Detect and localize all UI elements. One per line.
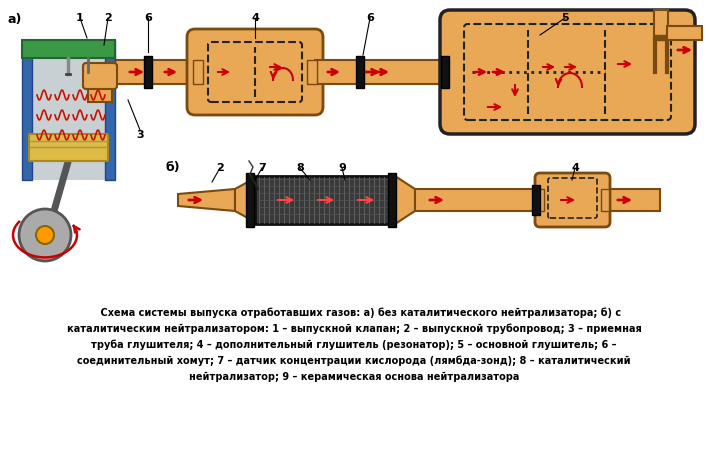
FancyBboxPatch shape [29,134,108,161]
Bar [601,189,609,211]
Circle shape [19,209,71,261]
Circle shape [36,226,54,244]
Text: соединительный хомут; 7 – датчик концентрации кислорода (лямбда-зонд); 8 – катал: соединительный хомут; 7 – датчик концент… [77,356,631,366]
Text: б): б) [165,162,179,175]
FancyBboxPatch shape [83,63,117,89]
FancyBboxPatch shape [187,29,323,115]
Text: 4: 4 [571,163,579,173]
Text: 5: 5 [562,13,569,23]
Polygon shape [395,176,415,224]
Text: 2: 2 [104,13,112,23]
FancyBboxPatch shape [535,173,610,227]
Text: каталитическим нейтрализатором: 1 – выпускной клапан; 2 – выпускной трубопровод;: каталитическим нейтрализатором: 1 – выпу… [67,324,642,334]
Bar [32,40,105,180]
Text: 6: 6 [144,13,152,23]
Bar [654,10,668,40]
Text: 1: 1 [76,13,84,23]
Polygon shape [178,189,235,211]
Bar [193,60,203,84]
Bar [144,56,152,88]
Bar [112,60,148,84]
Text: нейтрализатор; 9 – керамическая основа нейтрализатора: нейтрализатор; 9 – керамическая основа н… [189,372,519,382]
Polygon shape [235,178,255,222]
Text: 4: 4 [251,13,259,23]
Bar [415,189,540,211]
Text: 2: 2 [216,163,224,173]
Bar [255,176,395,224]
Bar [667,26,702,40]
Bar [105,40,115,180]
Bar [356,56,364,88]
Bar [441,56,449,88]
Text: 8: 8 [296,163,304,173]
Text: а): а) [8,14,23,26]
Bar [654,35,668,40]
Bar [315,60,360,84]
Bar [22,40,32,180]
FancyBboxPatch shape [440,10,695,134]
Text: 7: 7 [258,163,266,173]
Bar [307,60,317,84]
Bar [536,189,544,211]
Text: 3: 3 [136,130,144,140]
Text: 6: 6 [366,13,374,23]
Bar [88,72,112,102]
Text: Схема системы выпуска отработавших газов: а) без каталитического нейтрализатора;: Схема системы выпуска отработавших газов… [87,308,621,318]
Bar [152,60,195,84]
Bar [246,173,254,227]
Bar [605,189,660,211]
Text: 9: 9 [338,163,346,173]
Bar [22,40,115,58]
Text: труба глушителя; 4 – дополнительный глушитель (резонатор); 5 – основной глушител: труба глушителя; 4 – дополнительный глуш… [91,340,617,350]
Bar [532,185,540,215]
Bar [364,60,448,84]
Bar [388,173,396,227]
